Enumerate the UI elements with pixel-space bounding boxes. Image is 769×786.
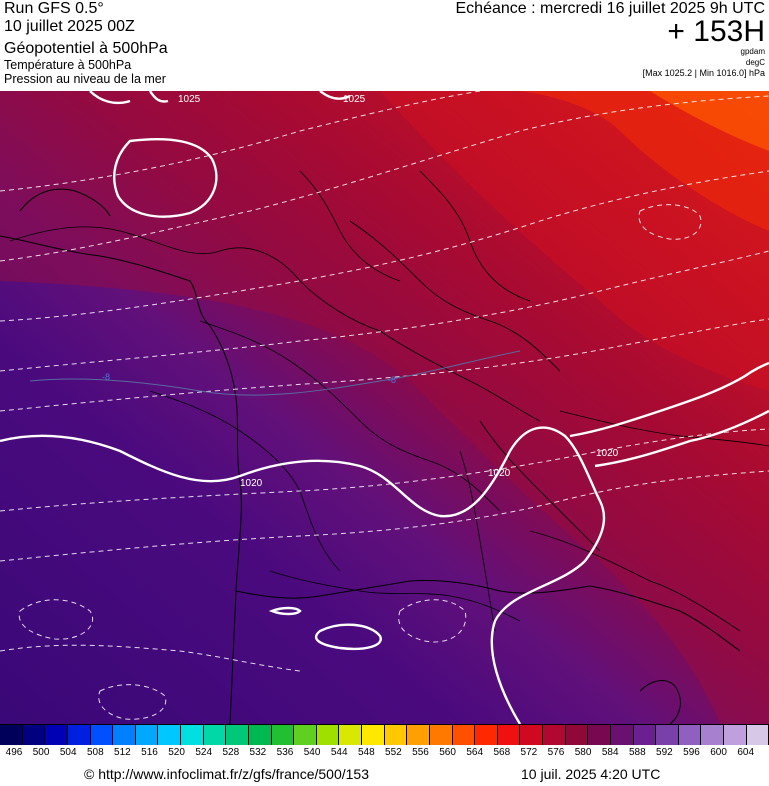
colorbar-tick-label: 564	[466, 747, 484, 758]
colorbar-tick-label: 580	[574, 747, 592, 758]
colorbar-tick-label: 604	[737, 747, 755, 758]
run-label: Run GFS 0.5°	[4, 0, 104, 17]
colorbar-tick-label: 536	[276, 747, 294, 758]
colorbar-tick-label: 532	[249, 747, 267, 758]
temperature-isotherm-neg8	[29, 350, 521, 396]
field-pressure: Pression au niveau de la mer	[4, 72, 166, 86]
colorbar-tick-label: 520	[168, 747, 185, 758]
geopotential-band-596	[650, 91, 769, 151]
colorbar-swatch	[656, 725, 679, 745]
field-temperature: Température à 500hPa	[4, 58, 132, 72]
colorbar-swatch	[565, 725, 589, 745]
colorbar-tick-label: 584	[601, 747, 619, 758]
colorbar-swatch	[339, 725, 362, 745]
colorbar-swatch	[746, 725, 769, 745]
iso-label-1020-east: 1020	[596, 448, 619, 459]
colorbar-swatch	[452, 725, 476, 745]
iso-label-1020-west: 1020	[240, 478, 263, 489]
colorbar-swatch	[135, 725, 159, 745]
colorbar-swatch	[475, 725, 498, 745]
geopotential-band-592	[520, 91, 769, 231]
colorbar-tick-label: 540	[303, 747, 321, 758]
colorbar-swatch	[610, 725, 634, 745]
temperature-isotherms	[0, 91, 769, 720]
colorbar-swatch	[588, 725, 611, 745]
colorbar-tick-label: 548	[357, 747, 375, 758]
colorbar-tick-label: 524	[195, 747, 213, 758]
colorbar-swatch	[429, 725, 453, 745]
colorbar-swatch	[22, 725, 46, 745]
temp-label-neg8-west: -8	[102, 372, 110, 382]
colorbar-tick-label: 528	[222, 747, 240, 758]
colorbar-swatch	[226, 725, 249, 745]
colorbar-swatch	[203, 725, 227, 745]
colorbar-swatch	[407, 725, 430, 745]
colorbar-tick-label: 568	[493, 747, 511, 758]
colorbar-swatch	[248, 725, 272, 745]
colorbar-tick-label: 556	[412, 747, 429, 758]
iso-label-1025-east: 1025	[343, 94, 366, 105]
colorbar-swatch	[294, 725, 317, 745]
colorbar-swatch	[520, 725, 543, 745]
lead-time: + 153H	[667, 15, 765, 48]
iso-label-1025-west: 1025	[178, 94, 201, 105]
colorbar-tick-label: 504	[59, 747, 77, 758]
colorbar-tick-label: 508	[86, 747, 104, 758]
colorbar-tick-label: 572	[520, 747, 538, 758]
colorbar-tick-label: 552	[385, 747, 402, 758]
colorbar-swatch	[90, 725, 114, 745]
colorbar-tick-label: 512	[114, 747, 131, 758]
colorbar-swatch	[316, 725, 340, 745]
colorbar-swatch	[543, 725, 566, 745]
colorbar-tick-label: 600	[710, 747, 727, 758]
colorbar-swatch	[362, 725, 385, 745]
colorbar-swatch	[701, 725, 724, 745]
iso-label-1020-center: 1020	[488, 468, 511, 479]
run-date: 10 juillet 2025 00Z	[4, 18, 135, 35]
temp-label-neg8-east: -8	[388, 375, 396, 385]
colorbar-tick-label: 496	[5, 747, 23, 758]
pressure-isobars	[0, 91, 769, 724]
colorbar-tick-label: 500	[32, 747, 50, 758]
colorbar-swatch	[158, 725, 181, 745]
colorbar-swatch	[113, 725, 136, 745]
colorbar-swatch	[67, 725, 91, 745]
unit-degc: degC	[745, 58, 765, 67]
unit-gpdam: gpdam	[740, 47, 765, 56]
colorbar-swatch	[678, 725, 702, 745]
colorbar-swatch	[45, 725, 68, 745]
colorbar-swatch	[0, 725, 23, 745]
colorbar-swatch	[384, 725, 408, 745]
generation-timestamp: 10 juil. 2025 4:20 UTC	[521, 766, 661, 782]
colorbar-swatch	[497, 725, 521, 745]
colorbar-tick-label: 576	[547, 747, 565, 758]
colorbar-tick-label: 516	[141, 747, 158, 758]
colorbar-tick-label: 588	[628, 747, 646, 758]
colorbar-tick-label: 544	[330, 747, 348, 758]
colorbar-swatch	[633, 725, 657, 745]
colorbar-tick-label: 592	[656, 747, 673, 758]
pressure-minmax: [Max 1025.2 | Min 1016.0] hPa	[642, 68, 765, 78]
colorbar-swatch	[271, 725, 295, 745]
colorbar-ticks: 496 500 504 508 512 516 520 524 528 532 536 540 544 5…	[0, 747, 769, 761]
colorbar	[0, 724, 769, 747]
header-left: Run GFS 0.5° 10 juillet 2025 00Z Géopote…	[4, 0, 168, 86]
colorbar-swatch	[181, 725, 204, 745]
colorbar-swatch	[724, 725, 747, 745]
field-geopotential: Géopotentiel à 500hPa	[4, 40, 168, 57]
colorbar-tick-label: 560	[439, 747, 456, 758]
colorbar-tick-label: 596	[683, 747, 700, 758]
header-right: Echéance : mercredi 16 juillet 2025 9h U…	[456, 0, 766, 79]
echeance-label: Echéance : mercredi 16 juillet 2025 9h U…	[455, 0, 766, 17]
weather-map: 1025 1025 1020 1020 1020 -8 -8	[0, 91, 769, 724]
source-url: © http://www.infoclimat.fr/z/gfs/france/…	[84, 766, 369, 782]
